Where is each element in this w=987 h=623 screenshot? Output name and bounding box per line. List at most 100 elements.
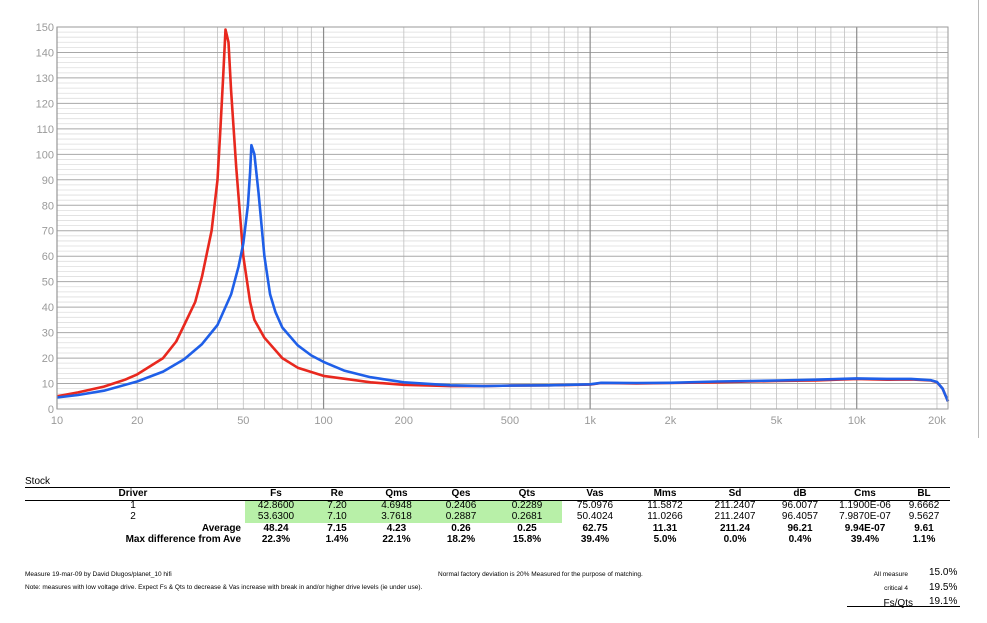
x-tick-label: 20 [131, 415, 143, 427]
qts-cell: 0.2681 [496, 511, 562, 523]
y-tick-label: 40 [42, 302, 54, 314]
maxdiff-qms: 22.1% [382, 534, 411, 545]
driver-parameters-table: Driver Fs Re Qms Qes Qts Vas Mms Sd dB C… [25, 488, 950, 546]
series-line-2 [56, 143, 950, 402]
vas-cell: 75.0976 [576, 499, 614, 511]
deviation-note: Normal factory deviation is 20% Measured… [438, 571, 643, 578]
stat-label-critical-4: critical 4 [884, 585, 908, 592]
qms-cell: 4.6948 [367, 499, 430, 511]
x-tick-label: 500 [501, 415, 519, 427]
x-tick-label: 50 [237, 415, 249, 427]
maxdiff-cms: 39.4% [850, 534, 880, 545]
db-cell: 96.4057 [781, 511, 819, 522]
re-cell: 7.20 [311, 499, 367, 511]
average-row: Average 48.24 7.15 4.23 0.26 0.25 62.75 … [25, 523, 950, 535]
x-tick-label: 200 [395, 415, 413, 427]
bottom-divider [847, 606, 960, 607]
section-label: Stock [25, 476, 51, 487]
re-cell: 7.10 [311, 511, 367, 523]
x-tick-label: 20k [928, 415, 946, 427]
y-tick-label: 10 [42, 379, 54, 391]
mms-cell: 11.5872 [647, 499, 683, 511]
average-label: Average [201, 522, 241, 534]
col-header-vas: Vas [586, 488, 604, 499]
x-tick-label: 2k [665, 415, 677, 427]
maxdiff-fs: 22.3% [261, 534, 291, 545]
y-tick-label: 70 [42, 226, 54, 238]
driver-id-cell: 1 [130, 499, 136, 511]
maxdiff-mms: 5.0% [653, 534, 677, 545]
stat-label-fs-qts: Fs/Qts [883, 598, 913, 609]
average-bl: 9.61 [914, 522, 934, 534]
maxdiff-bl: 1.1% [912, 534, 936, 545]
qes-cell: 0.2406 [430, 499, 496, 511]
y-tick-labels: 0 10 20 30 40 50 60 70 80 90 100 110 120 130 140 150 [36, 22, 54, 416]
fs-cell: 53.6300 [245, 511, 311, 523]
col-header-bl: BL [917, 488, 931, 499]
section-divider [25, 487, 950, 488]
qts-cell: 0.2289 [496, 499, 562, 511]
qes-cell: 0.2887 [430, 511, 496, 523]
maxdiff-sd: 0.0% [723, 534, 747, 545]
y-tick-label: 30 [42, 328, 54, 340]
table-row: 2 53.6300 7.10 3.7618 0.2887 0.2681 50.4… [25, 511, 950, 523]
y-tick-label: 20 [42, 353, 54, 365]
bl-cell: 9.6662 [908, 499, 940, 511]
average-re: 7.15 [327, 522, 347, 534]
col-header-sd: Sd [728, 488, 742, 499]
col-header-db: dB [793, 488, 807, 499]
sd-cell: 211.2407 [714, 499, 756, 511]
col-header-fs: Fs [270, 488, 282, 499]
col-header-mms: Mms [653, 488, 677, 499]
average-sd: 211.24 [719, 522, 751, 534]
x-tick-labels: 10 20 50 100 200 500 1k 2k 5k 10k 20k [51, 415, 946, 427]
y-tick-label: 100 [36, 149, 54, 161]
y-tick-label: 60 [42, 251, 54, 263]
average-mms: 11.31 [652, 522, 678, 534]
col-header-re: Re [330, 488, 344, 499]
maxdiff-qes: 18.2% [446, 534, 476, 545]
max-difference-label: Max difference from Ave [125, 534, 241, 545]
minor-grid [57, 27, 948, 409]
drive-note: Note: measures with low voltage drive. E… [25, 584, 423, 591]
maxdiff-re: 1.4% [325, 534, 349, 545]
average-vas: 62.75 [582, 522, 608, 534]
average-cms: 9.94E-07 [844, 522, 886, 534]
driver-id-cell: 2 [130, 511, 136, 522]
right-divider [978, 0, 979, 438]
col-header-driver: Driver [118, 488, 148, 499]
col-header-qms: Qms [385, 488, 408, 499]
y-tick-label: 80 [42, 200, 54, 212]
average-qts: 0.25 [517, 522, 537, 534]
average-qms: 4.23 [386, 522, 407, 534]
measure-note: Measure 19-mar-09 by David Dlugos/planet… [25, 571, 172, 578]
max-difference-row: Max difference from Ave 22.3% 1.4% 22.1%… [25, 534, 950, 546]
y-tick-label: 90 [42, 175, 54, 187]
qms-cell: 3.7618 [367, 511, 430, 523]
col-header-qts: Qts [518, 488, 536, 499]
x-tick-label: 10k [848, 415, 866, 427]
y-tick-label: 140 [36, 47, 54, 59]
sd-cell: 211.2407 [714, 511, 756, 522]
maxdiff-qts: 15.8% [512, 534, 542, 545]
fs-cell: 42.8600 [245, 499, 311, 511]
average-fs: 48.24 [263, 522, 289, 534]
plot-frame [56, 26, 949, 410]
stat-value-all-measure: 15.0% [929, 567, 958, 578]
col-header-cms: Cms [854, 488, 876, 499]
mms-cell: 11.0266 [647, 511, 683, 522]
y-tick-label: 120 [36, 98, 54, 110]
cms-cell: 7.9870E-07 [839, 511, 891, 522]
y-tick-label: 110 [36, 124, 54, 136]
average-db: 96.21 [787, 522, 813, 534]
table-header-row: Driver Fs Re Qms Qes Qts Vas Mms Sd dB C… [25, 488, 950, 500]
stat-value-fs-qts: 19.1% [929, 596, 958, 607]
y-tick-label: 0 [48, 404, 54, 416]
y-tick-label: 130 [36, 73, 54, 85]
x-tick-label: 10 [51, 415, 63, 427]
x-tick-label: 100 [314, 415, 332, 427]
table-header-divider [25, 500, 950, 501]
bl-cell: 9.5627 [908, 511, 940, 522]
maxdiff-vas: 39.4% [580, 534, 610, 545]
